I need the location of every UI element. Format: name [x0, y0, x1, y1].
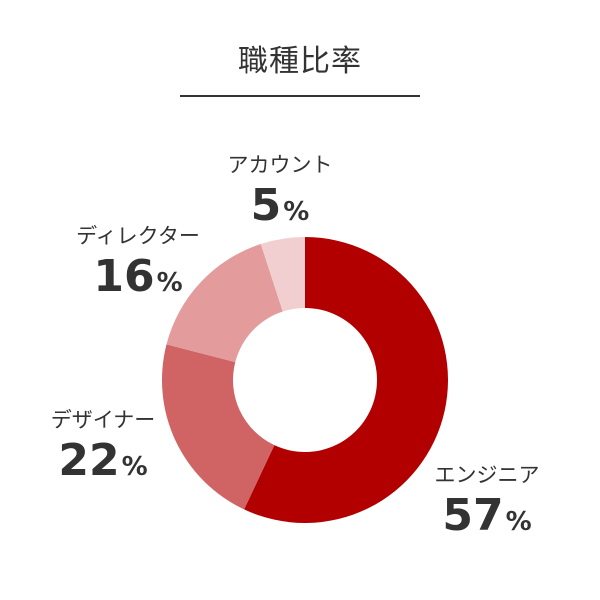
title-underline	[180, 95, 420, 97]
donut-slice-1	[244, 237, 449, 523]
donut-slice-4	[260, 237, 305, 312]
slice-value-3: 16%	[93, 251, 182, 302]
slice-label-3: ディレクター	[76, 224, 200, 248]
slice-label-1: エンジニア	[435, 463, 540, 487]
chart-title: 職種比率	[238, 44, 362, 79]
slice-value-2: 22%	[58, 435, 147, 486]
slice-label-4: アカウント	[228, 153, 333, 177]
slice-value-1: 57%	[442, 490, 531, 541]
donut-slice-2	[162, 344, 275, 510]
donut-slice-3	[166, 243, 283, 363]
slice-label-2: デザイナー	[51, 408, 156, 432]
slice-value-4: 5%	[251, 180, 310, 231]
